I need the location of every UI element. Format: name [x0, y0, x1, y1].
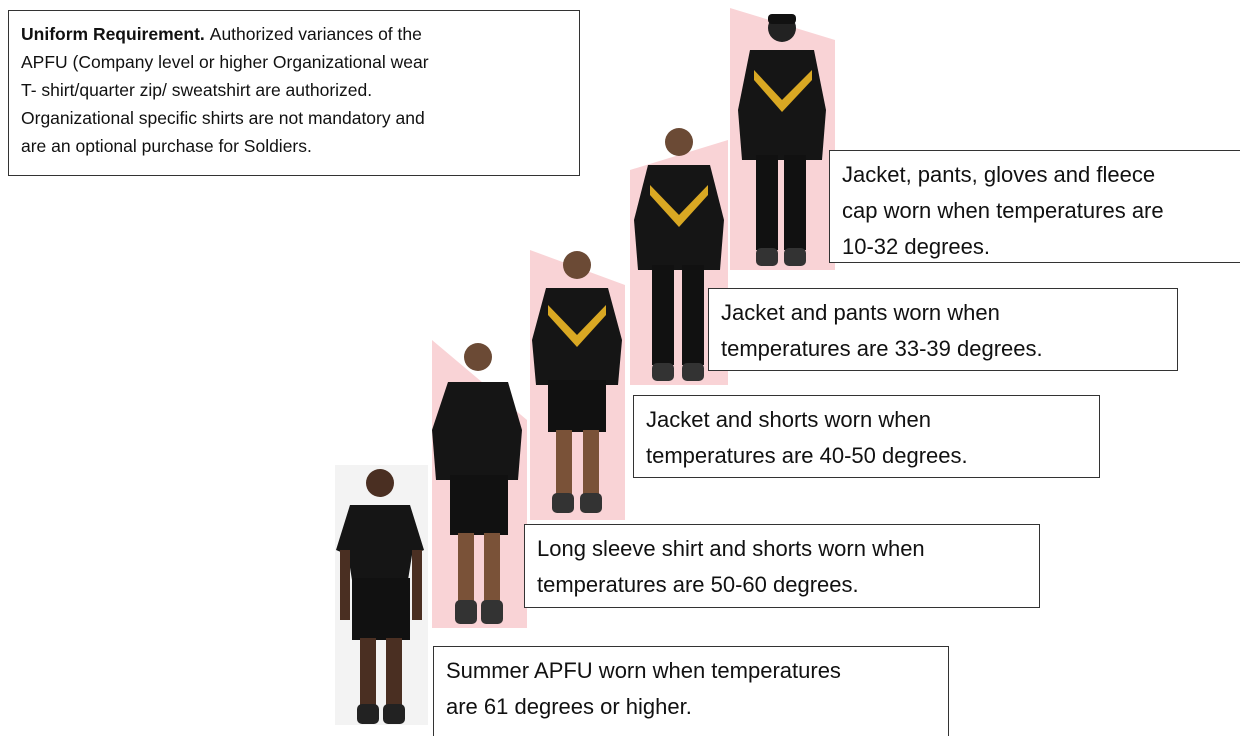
- soldier-figure: [335, 465, 428, 725]
- caption-line: temperatures are 33-39 degrees.: [721, 331, 1165, 367]
- requirement-line: T- shirt/quarter zip/ sweatshirt are aut…: [21, 76, 567, 104]
- caption-line: 10-32 degrees.: [842, 229, 1236, 265]
- caption-line: temperatures are 40-50 degrees.: [646, 438, 1087, 474]
- caption-line: cap worn when temperatures are: [842, 193, 1236, 229]
- caption-line: are 61 degrees or higher.: [446, 689, 936, 725]
- caption-line: Long sleeve shirt and shorts worn when: [537, 531, 1027, 567]
- soldier-figure: [730, 8, 835, 270]
- requirement-line: APFU (Company level or higher Organizati…: [21, 48, 567, 76]
- requirement-line: are an optional purchase for Soldiers.: [21, 132, 567, 160]
- requirement-line: Organizational specific shirts are not m…: [21, 104, 567, 132]
- caption-line: Jacket and shorts worn when: [646, 402, 1087, 438]
- page: {"requirement": {"heading": "Uniform Req…: [0, 0, 1240, 725]
- soldier-figure: [530, 250, 625, 520]
- requirement-box: Uniform Requirement.Authorized variances…: [8, 10, 580, 176]
- caption-line: Summer APFU worn when temperatures: [446, 653, 936, 689]
- caption-line: Jacket and pants worn when: [721, 295, 1165, 331]
- caption-line: temperatures are 50-60 degrees.: [537, 567, 1027, 603]
- soldier-figure: [432, 340, 527, 628]
- caption-line: Jacket, pants, gloves and fleece: [842, 157, 1236, 193]
- requirement-line: Authorized variances of the: [210, 24, 422, 44]
- requirement-heading: Uniform Requirement.: [21, 24, 205, 44]
